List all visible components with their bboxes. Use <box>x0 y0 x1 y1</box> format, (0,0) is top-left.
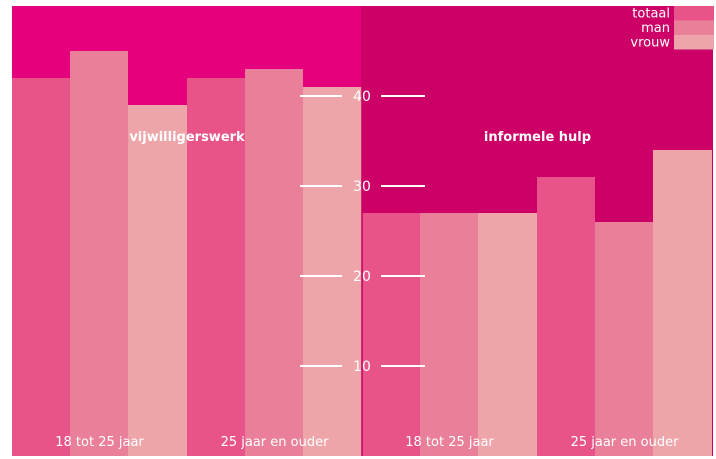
bar-informele-hulp-2-vrouw <box>653 150 712 456</box>
ytick-label: 10 <box>353 359 371 375</box>
ytick-label: 40 <box>353 89 371 105</box>
bar-vijwilligerswerk-1-vrouw <box>128 105 187 456</box>
panel-title: vijwilligerswerk <box>129 130 245 145</box>
category-label: 18 tot 25 jaar <box>55 435 144 450</box>
panel-title: informele hulp <box>484 130 591 145</box>
ytick-label: 30 <box>353 179 371 195</box>
legend-swatch-man <box>674 20 714 35</box>
legend-swatch-vrouw <box>674 35 714 50</box>
legend-label-man: man <box>641 21 670 36</box>
bar-vijwilligerswerk-2-vrouw <box>303 87 362 456</box>
category-label: 25 jaar en ouder <box>571 435 680 450</box>
legend-swatch-totaal <box>674 6 714 21</box>
ytick-label: 20 <box>353 269 371 285</box>
bar-informele-hulp-1-vrouw <box>478 213 537 456</box>
legend-label-totaal: totaal <box>632 7 670 22</box>
bar-vijwilligerswerk-1-totaal <box>12 78 70 456</box>
category-label: 25 jaar en ouder <box>221 435 330 450</box>
bar-vijwilligerswerk-2-totaal <box>187 78 245 456</box>
bar-informele-hulp-2-totaal <box>537 177 595 456</box>
bar-informele-hulp-2-man <box>595 222 653 456</box>
bar-informele-hulp-1-man <box>420 213 478 456</box>
bar-informele-hulp-1-totaal <box>362 213 420 456</box>
bar-vijwilligerswerk-2-man <box>245 69 303 456</box>
category-label: 18 tot 25 jaar <box>405 435 494 450</box>
bar-vijwilligerswerk-1-man <box>70 51 128 456</box>
legend-label-vrouw: vrouw <box>630 36 670 51</box>
